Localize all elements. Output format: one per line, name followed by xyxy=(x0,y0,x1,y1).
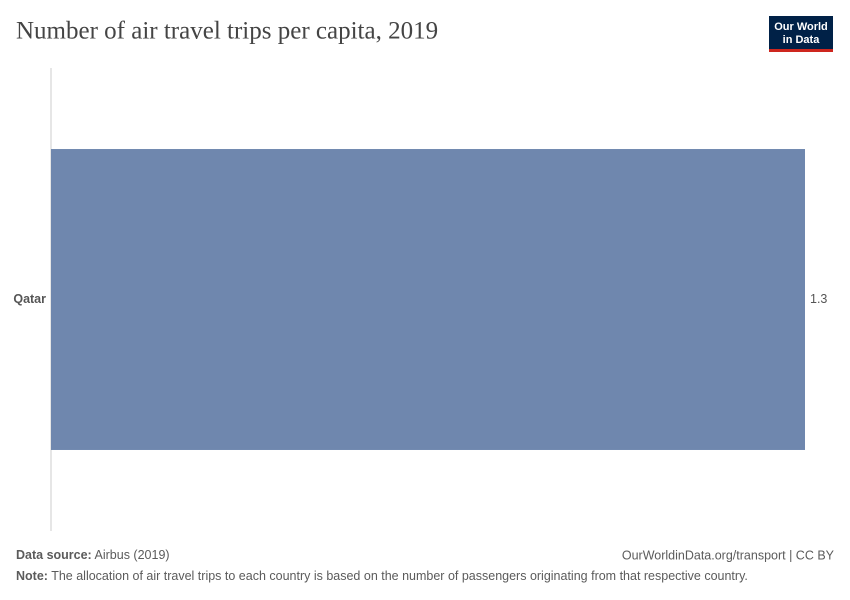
note: Note: The allocation of air travel trips… xyxy=(16,569,748,583)
category-label: Qatar xyxy=(13,292,46,306)
bar xyxy=(51,149,805,450)
logo[interactable]: Our World in Data xyxy=(769,16,833,52)
source-link[interactable]: OurWorldinData.org/transport | CC BY xyxy=(622,548,835,562)
logo-text: Our World xyxy=(774,21,828,33)
note-text: The allocation of air travel trips to ea… xyxy=(51,569,748,583)
note-label: Note: xyxy=(16,569,48,583)
source: Data source: Airbus (2019) xyxy=(16,548,170,562)
logo-box xyxy=(769,16,833,50)
logo-text: in Data xyxy=(783,34,821,46)
logo-stripe xyxy=(769,49,833,52)
source-label: Data source: xyxy=(16,548,92,562)
chart-title: Number of air travel trips per capita, 2… xyxy=(16,18,438,45)
source-text: Airbus (2019) xyxy=(95,548,170,562)
value-label: 1.3 xyxy=(810,292,827,306)
